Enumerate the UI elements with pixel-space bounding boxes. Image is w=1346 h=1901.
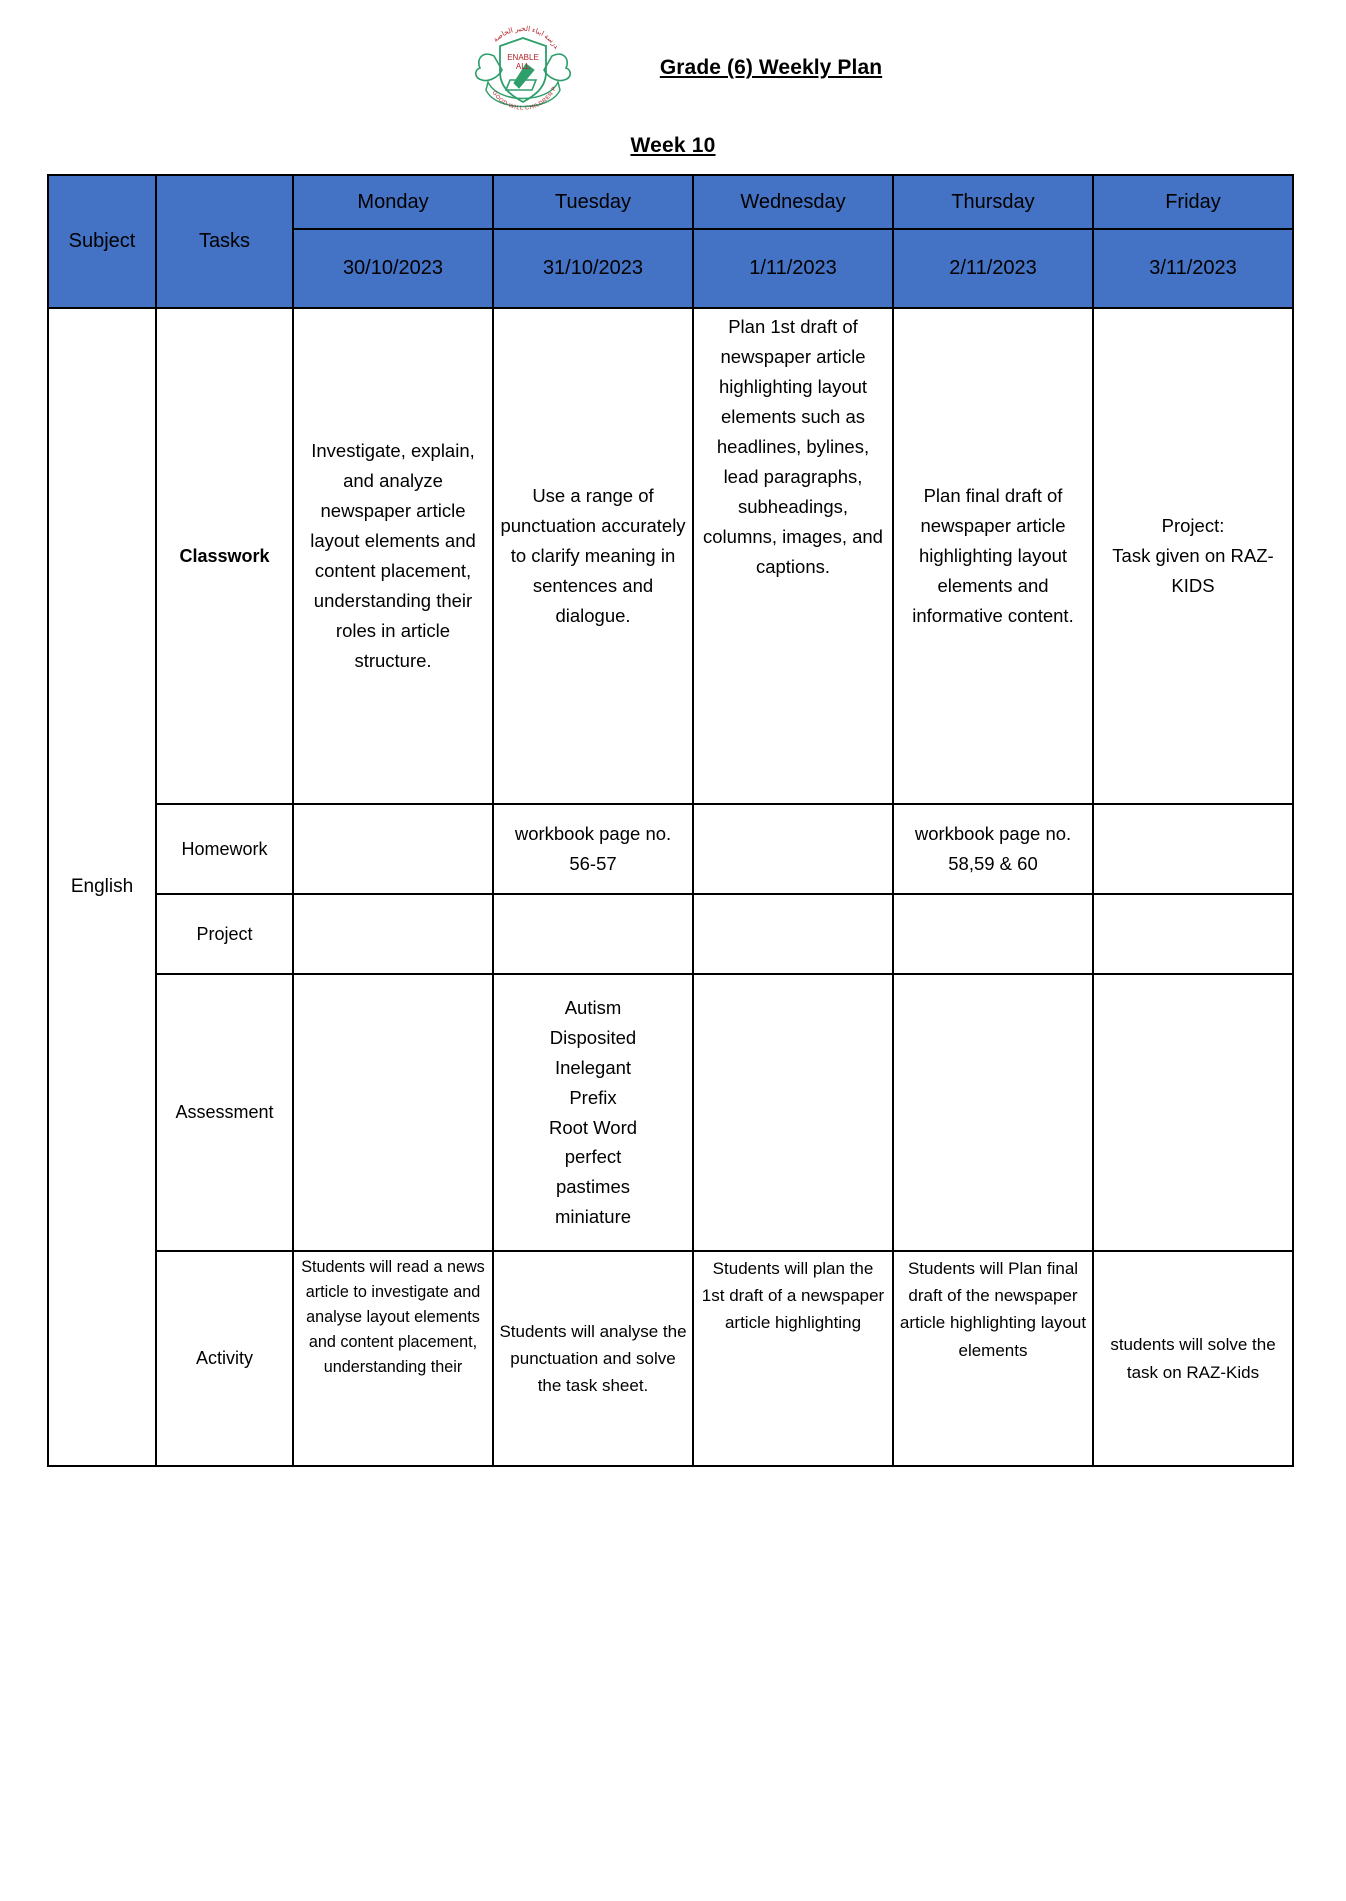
page-title: Grade (6) Weekly Plan: [659, 56, 883, 79]
cell-activity-tuesday: Students will analyse the punctuation an…: [492, 1250, 694, 1467]
column-date-tuesday: 31/10/2023: [492, 228, 694, 309]
cell-activity-wednesday: Students will plan the 1st draft of a ne…: [692, 1250, 894, 1467]
column-header-friday: Friday: [1092, 174, 1294, 230]
column-date-monday: 30/10/2023: [292, 228, 494, 309]
column-date-friday: 3/11/2023: [1092, 228, 1294, 309]
task-label-homework: Homework: [155, 803, 294, 895]
school-logo-icon: ENABLE ALL مدرسة ابناء الخير الخاصة GOOD…: [464, 20, 582, 116]
column-header-monday: Monday: [292, 174, 494, 230]
column-header-wednesday: Wednesday: [692, 174, 894, 230]
cell-classwork-thursday: Plan final draft of newspaper article hi…: [892, 307, 1094, 805]
cell-homework-friday: [1092, 803, 1294, 895]
table-row-homework: Homework workbook page no. 56-57 workboo…: [48, 803, 1294, 895]
cell-assessment-friday: [1092, 973, 1294, 1252]
column-header-thursday: Thursday: [892, 174, 1094, 230]
column-date-wednesday: 1/11/2023: [692, 228, 894, 309]
table-row-assessment: Assessment Autism Disposited Inelegant Pref…: [48, 973, 1294, 1252]
week-label: Week 10: [630, 134, 716, 157]
cell-project-thursday: [892, 893, 1094, 975]
cell-project-tuesday: [492, 893, 694, 975]
cell-activity-friday: students will solve the task on RAZ-Kids: [1092, 1250, 1294, 1467]
subject-english: English: [47, 307, 157, 1467]
table-row-classwork: English Classwork Investigate, explain, …: [47, 307, 1294, 1467]
svg-text:ALL: ALL: [516, 62, 531, 71]
column-header-tuesday: Tuesday: [492, 174, 694, 230]
cell-project-wednesday: [692, 893, 894, 975]
cell-activity-monday: Students will read a news article to inv…: [292, 1250, 494, 1467]
column-date-thursday: 2/11/2023: [892, 228, 1094, 309]
cell-assessment-tuesday: Autism Disposited Inelegant Prefix Root Word…: [492, 973, 694, 1252]
task-label-activity: Activity: [155, 1250, 294, 1467]
column-header-subject: Subject: [47, 174, 157, 309]
table-header-row-days: Subject Tasks Monday Tuesday Wednesday T…: [47, 174, 1294, 309]
table-header-row-dates: 30/10/2023 31/10/2023 1/11/2023 2/11/202…: [48, 228, 1294, 309]
table-row-activity: Activity Students will read a news artic…: [48, 1250, 1294, 1467]
cell-project-friday: [1092, 893, 1294, 975]
task-label-classwork: Classwork: [155, 307, 294, 805]
cell-assessment-thursday: [892, 973, 1094, 1252]
task-label-project: Project: [155, 893, 294, 975]
cell-activity-thursday: Students will Plan final draft of the ne…: [892, 1250, 1094, 1467]
cell-classwork-tuesday: Use a range of punctuation accurately to…: [492, 307, 694, 805]
svg-text:ENABLE: ENABLE: [507, 53, 539, 62]
cell-classwork-monday: Investigate, explain, and analyze newspa…: [292, 307, 494, 805]
cell-homework-wednesday: [692, 803, 894, 895]
column-header-tasks: Tasks: [155, 174, 294, 309]
weekly-plan-table: Subject Tasks Monday Tuesday Wednesday T…: [47, 174, 1294, 1467]
table-row-project: Project: [48, 893, 1294, 975]
cell-classwork-wednesday: Plan 1st draft of newspaper article high…: [692, 307, 894, 805]
document-header: ENABLE ALL مدرسة ابناء الخير الخاصة GOOD…: [0, 0, 1346, 112]
cell-assessment-wednesday: [692, 973, 894, 1252]
cell-classwork-friday: Project: Task given on RAZ-KIDS: [1092, 307, 1294, 805]
task-label-assessment: Assessment: [155, 973, 294, 1252]
cell-project-monday: [292, 893, 494, 975]
cell-homework-monday: [292, 803, 494, 895]
cell-homework-tuesday: workbook page no. 56-57: [492, 803, 694, 895]
cell-assessment-monday: [292, 973, 494, 1252]
cell-homework-thursday: workbook page no. 58,59 & 60: [892, 803, 1094, 895]
